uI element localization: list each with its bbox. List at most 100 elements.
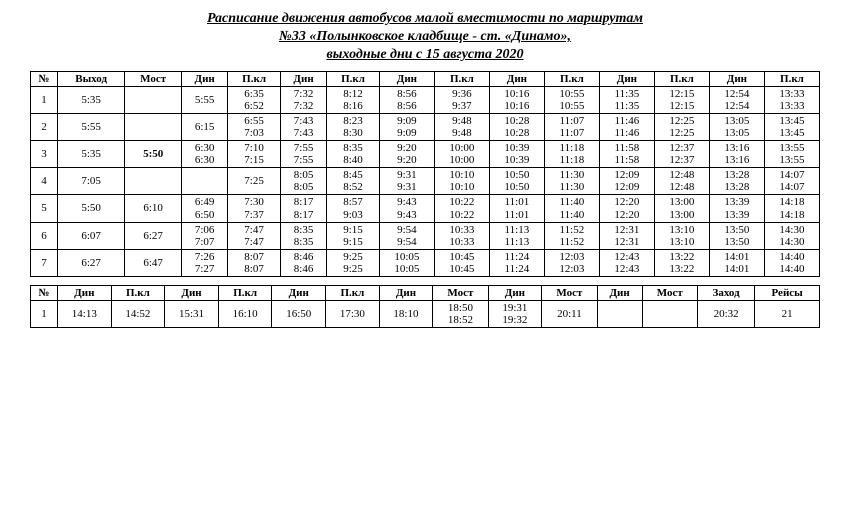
table-cell: 6:27 bbox=[125, 222, 182, 249]
table-cell: 7:267:27 bbox=[182, 249, 228, 276]
table-cell: 13:0513:05 bbox=[709, 113, 764, 140]
table-cell: 6:27 bbox=[58, 249, 125, 276]
table-row: 15:355:556:356:527:327:328:128:168:568:5… bbox=[31, 86, 820, 113]
table-cell: 16:50 bbox=[272, 301, 326, 328]
table-cell: 7:477:47 bbox=[228, 222, 281, 249]
table-cell bbox=[597, 301, 642, 328]
table-cell: 5 bbox=[31, 195, 58, 222]
table-cell: 10:3310:33 bbox=[434, 222, 489, 249]
table-header: П.кл bbox=[228, 71, 281, 86]
table-cell: 1 bbox=[31, 301, 58, 328]
table-header: Дин bbox=[280, 71, 326, 86]
table-cell: 8:468:46 bbox=[280, 249, 326, 276]
table-cell: 7:067:07 bbox=[182, 222, 228, 249]
table-cell: 12:2512:25 bbox=[654, 113, 709, 140]
table-row: 66:076:277:067:077:477:478:358:359:159:1… bbox=[31, 222, 820, 249]
table-header: № bbox=[31, 71, 58, 86]
table-cell: 7 bbox=[31, 249, 58, 276]
table-cell: 7:557:55 bbox=[280, 141, 326, 168]
table-cell bbox=[125, 113, 182, 140]
table-header: П.кл bbox=[764, 71, 819, 86]
table-cell: 10:0510:05 bbox=[379, 249, 434, 276]
table-cell: 7:107:15 bbox=[228, 141, 281, 168]
table-cell: 5:35 bbox=[58, 86, 125, 113]
table-cell: 12:1512:15 bbox=[654, 86, 709, 113]
table-header: Дин bbox=[488, 285, 542, 300]
table-cell: 13:2813:28 bbox=[709, 168, 764, 195]
table-header: П.кл bbox=[111, 285, 165, 300]
table-header: П.кл bbox=[218, 285, 272, 300]
table-cell: 18:10 bbox=[379, 301, 433, 328]
title: Расписание движения автобусов малой вмес… bbox=[30, 10, 820, 65]
table-cell: 20:11 bbox=[542, 301, 597, 328]
table-cell: 8:579:03 bbox=[327, 195, 380, 222]
table-header: Дин bbox=[709, 71, 764, 86]
table-cell: 10:2210:22 bbox=[434, 195, 489, 222]
table-cell: 12:5412:54 bbox=[709, 86, 764, 113]
table-cell: 14:4014:40 bbox=[764, 249, 819, 276]
table-cell: 3 bbox=[31, 141, 58, 168]
table-cell: 17:30 bbox=[326, 301, 380, 328]
table-cell: 11:3011:30 bbox=[544, 168, 599, 195]
table-cell: 13:0013:00 bbox=[654, 195, 709, 222]
table-cell: 5:50 bbox=[58, 195, 125, 222]
table-header: П.кл bbox=[654, 71, 709, 86]
table-cell: 10:1010:10 bbox=[434, 168, 489, 195]
table-header: Дин bbox=[182, 71, 228, 86]
table-cell: 10:3910:39 bbox=[489, 141, 544, 168]
table-cell: 7:25 bbox=[228, 168, 281, 195]
table-header: Дин bbox=[489, 71, 544, 86]
table-header: П.кл bbox=[434, 71, 489, 86]
table-cell: 4 bbox=[31, 168, 58, 195]
table-cell: 9:549:54 bbox=[379, 222, 434, 249]
table-cell: 6:496:50 bbox=[182, 195, 228, 222]
table-cell: 9:259:25 bbox=[327, 249, 380, 276]
table-cell: 12:4312:43 bbox=[599, 249, 654, 276]
table-cell: 15:31 bbox=[165, 301, 219, 328]
table-cell: 8:178:17 bbox=[280, 195, 326, 222]
table-row: 25:556:156:557:037:437:438:238:309:099:0… bbox=[31, 113, 820, 140]
table-cell: 12:4812:48 bbox=[654, 168, 709, 195]
table-cell: 9:319:31 bbox=[379, 168, 434, 195]
table-cell: 10:5010:50 bbox=[489, 168, 544, 195]
table-header: Дин bbox=[379, 285, 433, 300]
table-cell: 12:0912:09 bbox=[599, 168, 654, 195]
table-header: Выход bbox=[58, 71, 125, 86]
table-cell: 6:356:52 bbox=[228, 86, 281, 113]
table-cell: 6:47 bbox=[125, 249, 182, 276]
table-cell bbox=[125, 168, 182, 195]
table-header: № bbox=[31, 285, 58, 300]
table-row: 76:276:477:267:278:078:078:468:469:259:2… bbox=[31, 249, 820, 276]
table-cell: 8:568:56 bbox=[379, 86, 434, 113]
table-header: П.кл bbox=[544, 71, 599, 86]
table-cell: 21 bbox=[755, 301, 820, 328]
table-cell: 18:5018:52 bbox=[433, 301, 488, 328]
table-cell: 14:1814:18 bbox=[764, 195, 819, 222]
title-line-2: №33 «Полынковское кладбище - ст. «Динамо… bbox=[279, 29, 571, 44]
table-cell: 13:5513:55 bbox=[764, 141, 819, 168]
table-cell: 8:238:30 bbox=[327, 113, 380, 140]
table-cell: 14:3014:30 bbox=[764, 222, 819, 249]
table-cell: 11:5811:58 bbox=[599, 141, 654, 168]
table-cell: 12:2012:20 bbox=[599, 195, 654, 222]
table-cell: 10:5510:55 bbox=[544, 86, 599, 113]
table-cell: 12:3712:37 bbox=[654, 141, 709, 168]
schedule-table-1: №ВыходМостДинП.клДинП.клДинП.клДинП.клДи… bbox=[30, 71, 820, 277]
table-header: Заход bbox=[697, 285, 754, 300]
table-cell: 11:1811:18 bbox=[544, 141, 599, 168]
table-cell: 10:4510:45 bbox=[434, 249, 489, 276]
table-cell: 11:0111:01 bbox=[489, 195, 544, 222]
table-cell: 14:0114:01 bbox=[709, 249, 764, 276]
table-cell bbox=[642, 301, 697, 328]
table-cell: 20:32 bbox=[697, 301, 754, 328]
table-cell: 11:2411:24 bbox=[489, 249, 544, 276]
table-cell: 13:1013:10 bbox=[654, 222, 709, 249]
table-cell: 13:3313:33 bbox=[764, 86, 819, 113]
table-header: Дин bbox=[272, 285, 326, 300]
table-cell: 11:1311:13 bbox=[489, 222, 544, 249]
table-cell: 10:1610:16 bbox=[489, 86, 544, 113]
table-cell: 14:0714:07 bbox=[764, 168, 819, 195]
table-cell: 8:358:40 bbox=[327, 141, 380, 168]
table-row: 35:355:506:306:307:107:157:557:558:358:4… bbox=[31, 141, 820, 168]
table-cell: 13:1613:16 bbox=[709, 141, 764, 168]
